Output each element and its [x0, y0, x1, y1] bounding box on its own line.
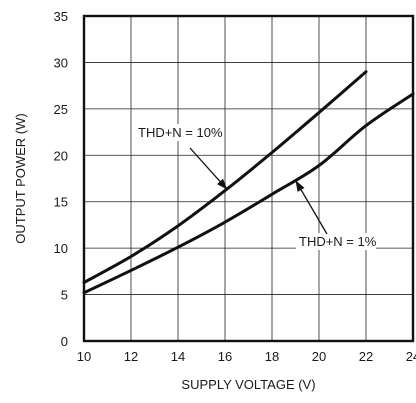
x-tick-label: 10 — [77, 349, 91, 364]
annotation-arrow-line — [189, 147, 221, 182]
x-tick-label: 16 — [218, 349, 232, 364]
x-axis-title: SUPPLY VOLTAGE (V) — [181, 377, 315, 392]
y-tick-label: 30 — [54, 55, 68, 70]
x-tick-label: 18 — [265, 349, 279, 364]
series-layer — [82, 70, 415, 295]
y-tick-label: 20 — [54, 148, 68, 163]
x-tick-label: 22 — [359, 349, 373, 364]
annotation-layer: THD+N = 10% THD+N = 1% — [135, 124, 377, 250]
y-tick-label: 0 — [61, 334, 68, 349]
y-tick-label: 25 — [54, 102, 68, 117]
y-axis-title: OUTPUT POWER (W) — [13, 113, 28, 243]
annotation-label: THD+N = 10% — [138, 125, 223, 140]
grid — [83, 15, 414, 342]
annotation-label: THD+N = 1% — [299, 234, 377, 249]
series-line-thd-10 — [82, 70, 368, 284]
x-tick-label: 14 — [171, 349, 185, 364]
annotation-label-bg — [296, 233, 376, 250]
annotation-arrow-head — [217, 178, 228, 190]
annotation-arrow-head — [295, 180, 305, 192]
y-tick-label: 5 — [61, 288, 68, 303]
annotation-arrow-line — [300, 189, 328, 235]
x-tick-label: 12 — [124, 349, 138, 364]
plot-frame — [82, 14, 415, 343]
x-tick-label: 20 — [312, 349, 326, 364]
series-line-thd-1 — [82, 92, 415, 295]
tick-labels: 10 12 14 16 18 20 22 24 0 5 10 15 20 25 30 35 — [54, 9, 416, 364]
annotation-label-bg — [135, 124, 223, 141]
y-tick-label: 15 — [54, 195, 68, 210]
x-tick-label: 24 — [406, 349, 416, 364]
y-tick-label: 35 — [54, 9, 68, 24]
y-tick-label: 10 — [54, 241, 68, 256]
